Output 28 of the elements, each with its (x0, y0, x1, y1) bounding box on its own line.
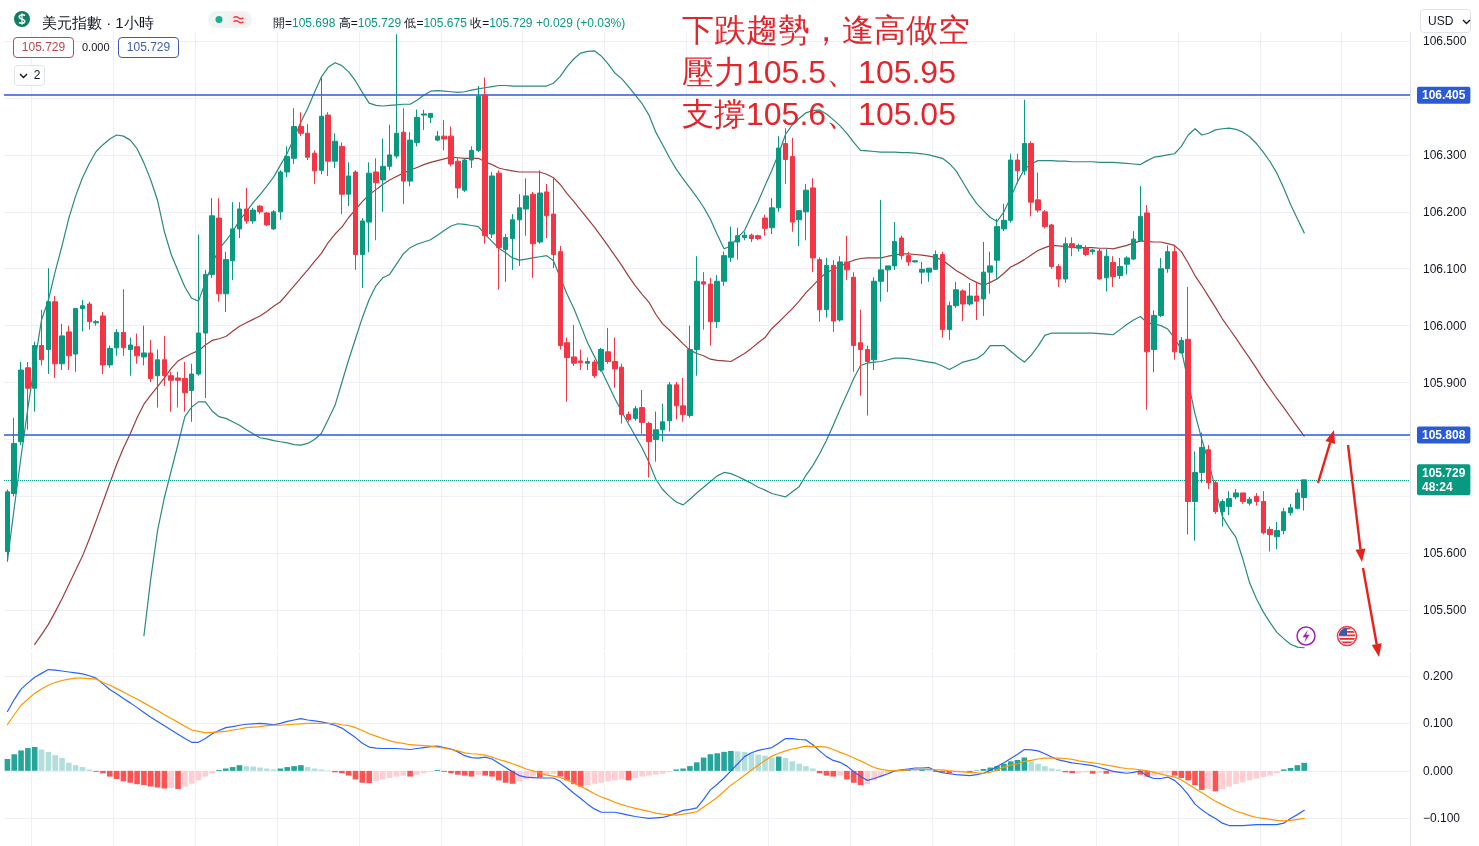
chart-title: 美元指數 · 1小時 (42, 14, 154, 31)
text: 開=105.698 高=105.729 低=105.675 收=105.729 +0.029 (+0.03%) (273, 16, 626, 30)
price-field: 105.729 (13, 37, 74, 58)
y-tick-label: 106.000 (1423, 318, 1467, 333)
ref-line-label: 106.405 (1422, 88, 1466, 103)
ref-line-label: 105.729 48:24 (1422, 465, 1466, 494)
y-tick-label: 0.100 (1423, 716, 1454, 731)
price-field: 105.729 (118, 37, 179, 58)
annotation: 0.000 (82, 41, 110, 53)
y-tick-label: 105.500 (1423, 603, 1467, 618)
y-tick-label: 105.900 (1423, 375, 1467, 390)
currency-dropdown: USD (1420, 9, 1471, 33)
y-tick-label: 106.500 (1423, 34, 1467, 49)
annotation: 壓力105.5、105.95 (682, 54, 956, 90)
annotation: 下跌趨勢，逢高做空 (682, 12, 970, 48)
collapse-button: 2 (14, 65, 45, 86)
annotation: 105.729 (21, 40, 66, 54)
annotation: 2 (33, 68, 41, 82)
y-tick-label: 106.100 (1423, 261, 1467, 276)
y-tick-label: 0.200 (1423, 668, 1454, 683)
annotation: 105.729 (126, 40, 171, 54)
ref-line-label: 105.808 (1422, 427, 1466, 442)
y-tick-label: 106.200 (1423, 204, 1467, 219)
y-tick-label: −0.100 (1423, 811, 1461, 826)
y-tick-label: 0.000 (1423, 763, 1454, 778)
y-tick-label: 106.300 (1423, 147, 1467, 162)
annotation: 支撐105.6、105.05 (682, 96, 956, 132)
y-tick-label: 105.600 (1423, 546, 1467, 561)
